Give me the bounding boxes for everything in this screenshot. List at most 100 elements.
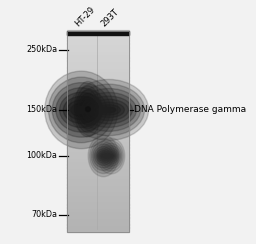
Ellipse shape (81, 100, 95, 119)
Bar (67, 31, 129, 35)
Bar (67, 30, 129, 34)
Bar (67, 107, 129, 111)
Bar (67, 214, 129, 218)
Ellipse shape (77, 89, 141, 131)
Bar (67, 211, 129, 215)
Ellipse shape (88, 135, 119, 177)
Ellipse shape (86, 107, 90, 112)
Ellipse shape (93, 102, 124, 118)
Bar (67, 227, 129, 232)
Ellipse shape (67, 100, 96, 120)
Ellipse shape (99, 152, 108, 160)
Bar (67, 114, 129, 118)
Bar (67, 121, 129, 124)
Bar (67, 90, 129, 94)
Bar (67, 134, 129, 138)
Ellipse shape (60, 92, 103, 128)
Text: HT-29: HT-29 (73, 5, 96, 29)
Text: 70kDa: 70kDa (31, 211, 57, 219)
Bar (67, 221, 129, 225)
Bar (67, 60, 129, 64)
Bar (67, 224, 129, 228)
Text: 293T: 293T (99, 7, 120, 29)
Bar (67, 194, 129, 198)
Bar (67, 84, 129, 88)
Ellipse shape (101, 154, 106, 158)
Ellipse shape (74, 81, 102, 137)
Ellipse shape (56, 88, 107, 132)
Bar (67, 40, 129, 44)
Ellipse shape (103, 148, 119, 164)
Bar (67, 37, 129, 41)
Bar (67, 94, 129, 98)
Bar (67, 144, 129, 148)
Ellipse shape (90, 138, 117, 173)
Bar (67, 63, 129, 68)
Ellipse shape (84, 104, 92, 114)
Ellipse shape (96, 149, 111, 163)
Ellipse shape (45, 71, 118, 149)
Bar (67, 77, 129, 81)
Ellipse shape (93, 144, 114, 168)
Bar (67, 184, 129, 188)
Ellipse shape (109, 154, 113, 157)
Bar (67, 70, 129, 74)
Bar (67, 57, 129, 61)
Bar (67, 124, 129, 128)
Ellipse shape (77, 90, 99, 129)
Text: 250kDa: 250kDa (26, 45, 57, 54)
Bar (67, 177, 129, 181)
Bar (67, 87, 129, 91)
Ellipse shape (69, 80, 148, 140)
Bar (67, 157, 129, 161)
Bar (67, 131, 129, 134)
Ellipse shape (48, 77, 114, 143)
Text: 100kDa: 100kDa (26, 152, 57, 161)
Bar (67, 181, 129, 185)
Bar (67, 50, 129, 54)
Bar (67, 151, 129, 154)
Ellipse shape (104, 150, 118, 162)
Bar (67, 31, 129, 232)
Bar (67, 100, 129, 104)
Bar (67, 74, 129, 78)
Ellipse shape (75, 107, 88, 113)
Ellipse shape (81, 92, 136, 127)
Ellipse shape (106, 151, 116, 161)
Bar (67, 110, 129, 114)
Ellipse shape (85, 96, 132, 124)
Ellipse shape (83, 102, 93, 116)
Bar (67, 204, 129, 208)
Bar (67, 80, 129, 84)
Ellipse shape (97, 138, 125, 174)
Ellipse shape (89, 99, 129, 121)
Bar (67, 161, 129, 165)
Bar (67, 33, 129, 38)
Ellipse shape (102, 107, 116, 112)
Bar (67, 117, 129, 121)
Bar (67, 127, 129, 131)
Ellipse shape (99, 141, 123, 171)
Ellipse shape (80, 97, 96, 122)
Ellipse shape (107, 153, 115, 159)
Bar (67, 43, 129, 48)
Bar (67, 104, 129, 108)
Bar (67, 217, 129, 222)
Ellipse shape (73, 84, 145, 136)
Bar (67, 154, 129, 158)
Bar (67, 197, 129, 201)
Bar (67, 191, 129, 195)
Bar (67, 174, 129, 178)
Ellipse shape (78, 93, 98, 125)
Ellipse shape (52, 83, 110, 137)
Bar (67, 97, 129, 101)
Bar (67, 171, 129, 175)
Ellipse shape (71, 103, 92, 117)
Bar (67, 137, 129, 141)
Bar (67, 164, 129, 168)
Ellipse shape (102, 146, 121, 166)
Ellipse shape (100, 143, 122, 169)
Bar (67, 53, 129, 58)
Bar (67, 141, 129, 144)
Bar (67, 167, 129, 171)
